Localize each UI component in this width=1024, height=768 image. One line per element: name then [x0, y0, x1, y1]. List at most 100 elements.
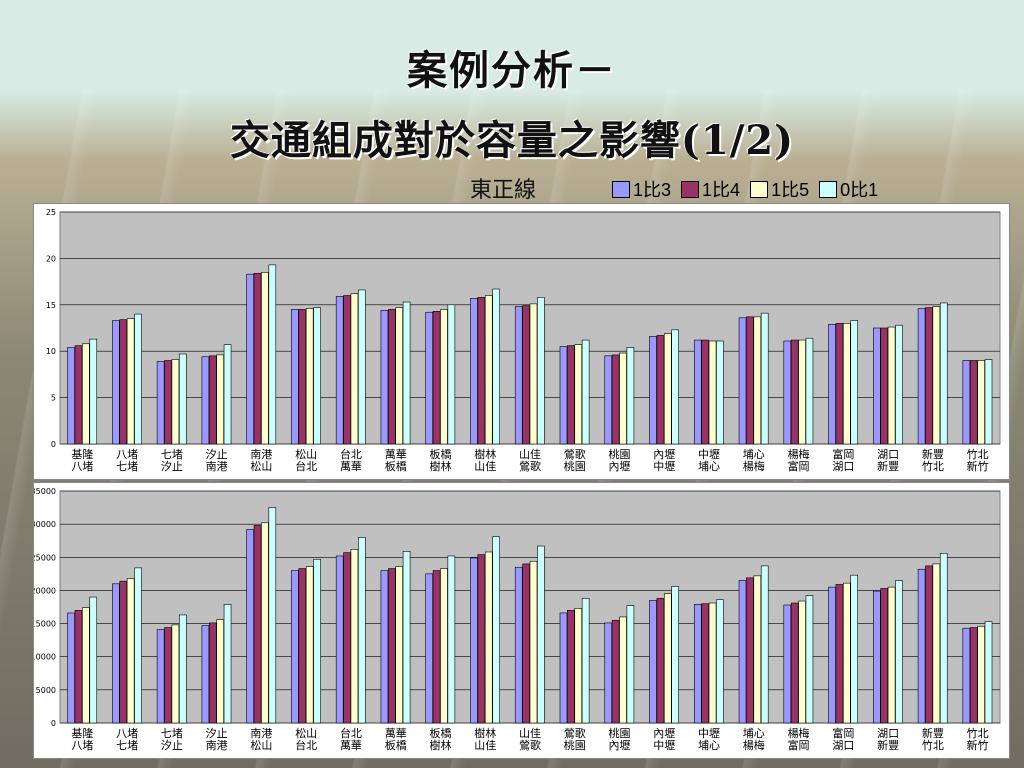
- bar-1比3: [335, 296, 344, 445]
- bar-0比1: [939, 302, 948, 445]
- x-tick-label: 桃園: [609, 726, 631, 740]
- x-tick-label: 台北: [340, 726, 362, 740]
- bar-1比4: [835, 323, 844, 445]
- chart-subtitle: 東正線: [470, 178, 537, 203]
- bar-1比5: [932, 563, 941, 724]
- x-tick-label: 新豐: [877, 459, 899, 473]
- x-tick-label: 萬華: [340, 460, 362, 473]
- bar-1比5: [887, 586, 896, 724]
- x-tick-label: 七堵: [161, 726, 183, 740]
- y-tick-label: 5000: [36, 686, 56, 695]
- bar-1比3: [873, 327, 881, 445]
- bar-1比4: [164, 627, 172, 724]
- bar-1比5: [574, 608, 583, 724]
- bar-1比3: [156, 361, 165, 445]
- bar-1比3: [470, 298, 478, 445]
- y-tick-label: 25000: [34, 553, 56, 562]
- bar-1比3: [873, 590, 881, 724]
- bar-1比3: [246, 529, 254, 724]
- bar-0比1: [581, 339, 590, 445]
- bar-1比4: [701, 603, 709, 724]
- legend-item: 0比1: [819, 176, 878, 202]
- x-tick-label: 萬華: [340, 739, 362, 752]
- y-tick-label: 30000: [34, 520, 56, 529]
- y-tick-label: 20: [46, 254, 56, 263]
- bar-1比5: [887, 326, 896, 445]
- x-tick-label: 鶯歌: [564, 447, 586, 461]
- bar-1比3: [604, 355, 613, 445]
- y-tick-label: 15: [46, 301, 56, 310]
- x-tick-label: 樹林: [474, 726, 496, 740]
- bar-0比1: [358, 289, 366, 445]
- bar-0比1: [402, 301, 411, 445]
- bar-1比4: [969, 627, 978, 724]
- bar-1比5: [619, 616, 627, 724]
- x-tick-label: 新豐: [877, 738, 899, 752]
- bar-1比3: [783, 340, 792, 445]
- bar-chart-bottom: 05000100001500020000250003000035000基隆八堵八…: [34, 487, 1001, 752]
- bar-1比3: [559, 346, 568, 445]
- bar-1比3: [738, 580, 747, 724]
- y-tick-label: 20000: [34, 586, 56, 595]
- x-tick-label: 中壢: [653, 459, 675, 473]
- x-tick-label: 湖口: [832, 460, 854, 473]
- bar-0比1: [402, 551, 411, 724]
- bar-0比1: [760, 312, 769, 445]
- bar-1比5: [395, 307, 404, 445]
- bar-0比1: [268, 264, 277, 445]
- bar-0比1: [537, 545, 545, 724]
- x-tick-label: 埔心: [698, 460, 720, 473]
- bar-1比4: [208, 622, 217, 724]
- x-tick-label: 楊梅: [788, 726, 810, 740]
- bar-1比3: [917, 308, 926, 445]
- bar-1比4: [567, 345, 575, 445]
- bar-1比5: [977, 625, 985, 724]
- bar-1比3: [112, 320, 120, 445]
- bar-0比1: [805, 595, 814, 724]
- bar-1比3: [246, 273, 254, 445]
- legend-item: 1比5: [750, 176, 809, 202]
- y-tick-label: 10000: [34, 653, 56, 662]
- bar-1比3: [514, 566, 523, 724]
- bar-1比3: [380, 310, 389, 445]
- x-tick-label: 汐止: [161, 459, 183, 473]
- bar-1比5: [753, 575, 762, 724]
- bar-1比4: [969, 360, 978, 445]
- x-tick-label: 埔心: [743, 727, 765, 740]
- bar-1比4: [611, 354, 620, 445]
- bar-0比1: [850, 574, 859, 724]
- bar-1比4: [790, 602, 799, 724]
- x-tick-label: 南港: [250, 448, 272, 461]
- legend-label: 0比1: [840, 180, 879, 200]
- x-tick-label: 桃園: [564, 738, 586, 752]
- slide-title-line1: 案例分析－: [407, 47, 617, 94]
- bar-1比5: [216, 354, 224, 445]
- bar-1比4: [74, 610, 83, 724]
- bar-1比5: [977, 360, 985, 445]
- x-tick-label: 八堵: [71, 738, 93, 752]
- y-tick-label: 25: [46, 208, 56, 217]
- x-tick-label: 竹北: [922, 459, 944, 473]
- bar-1比3: [380, 570, 389, 724]
- bar-0比1: [626, 347, 635, 445]
- bar-1比5: [261, 272, 269, 445]
- bar-1比5: [216, 619, 224, 724]
- x-tick-label: 中壢: [698, 726, 720, 740]
- x-tick-label: 基隆: [71, 726, 93, 740]
- y-tick-label: 35000: [34, 487, 56, 496]
- bar-1比3: [201, 356, 210, 445]
- legend-swatch-series2: [681, 180, 700, 198]
- bar-1比4: [164, 360, 172, 445]
- bar-1比3: [649, 336, 657, 445]
- bar-1比5: [82, 607, 90, 724]
- bar-1比4: [432, 310, 441, 445]
- x-tick-label: 七堵: [161, 447, 183, 461]
- x-tick-label: 中壢: [653, 738, 675, 752]
- bar-1比3: [693, 604, 702, 724]
- bar-1比5: [305, 566, 314, 724]
- bar-1比3: [201, 625, 210, 724]
- bar-1比3: [559, 612, 568, 724]
- bar-0比1: [313, 558, 321, 724]
- bar-1比4: [656, 335, 665, 445]
- x-tick-label: 南港: [250, 727, 272, 740]
